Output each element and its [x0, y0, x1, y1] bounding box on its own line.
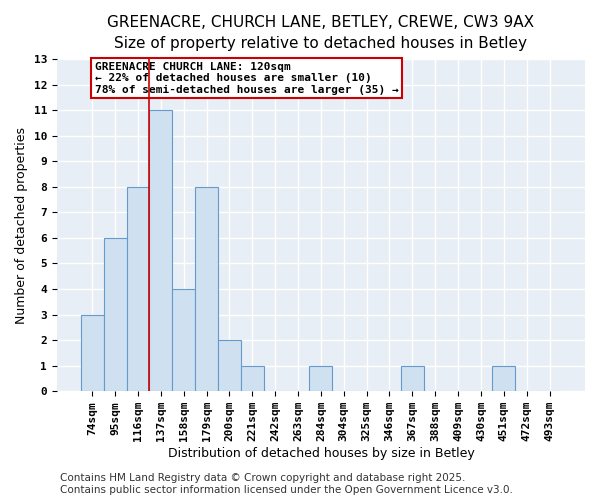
Bar — [241, 366, 264, 391]
Bar — [149, 110, 172, 391]
Y-axis label: Number of detached properties: Number of detached properties — [15, 126, 28, 324]
Bar — [172, 289, 195, 391]
Text: GREENACRE CHURCH LANE: 120sqm
← 22% of detached houses are smaller (10)
78% of s: GREENACRE CHURCH LANE: 120sqm ← 22% of d… — [95, 62, 398, 95]
Bar — [401, 366, 424, 391]
X-axis label: Distribution of detached houses by size in Betley: Distribution of detached houses by size … — [167, 447, 474, 460]
Bar — [81, 314, 104, 391]
Title: GREENACRE, CHURCH LANE, BETLEY, CREWE, CW3 9AX
Size of property relative to deta: GREENACRE, CHURCH LANE, BETLEY, CREWE, C… — [107, 15, 535, 51]
Bar — [127, 187, 149, 391]
Text: Contains HM Land Registry data © Crown copyright and database right 2025.
Contai: Contains HM Land Registry data © Crown c… — [60, 474, 513, 495]
Bar — [104, 238, 127, 391]
Bar — [218, 340, 241, 391]
Bar — [195, 187, 218, 391]
Bar — [493, 366, 515, 391]
Bar — [310, 366, 332, 391]
